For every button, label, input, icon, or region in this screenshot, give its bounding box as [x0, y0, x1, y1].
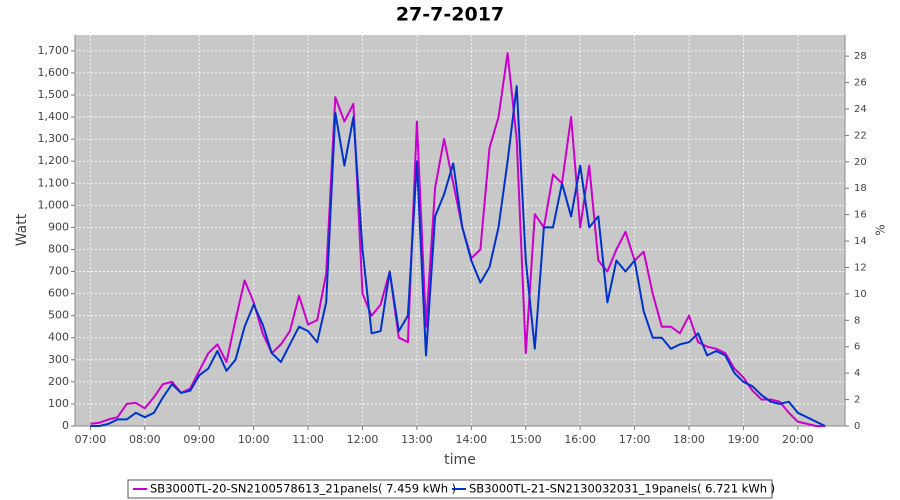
series-line: [90, 85, 826, 427]
x-tick-label: 20:00: [782, 433, 814, 446]
x-tick-label: 15:00: [510, 433, 542, 446]
y2-tick-label: 8: [854, 315, 860, 326]
x-tick-label: 16:00: [564, 433, 596, 446]
legend: [127, 479, 773, 499]
x-tick-label: 18:00: [673, 433, 705, 446]
y2-tick-label: 0: [854, 421, 860, 432]
legend-label: SB3000TL-20-SN2100578613_21panels( 7.459…: [150, 482, 456, 496]
x-tick-label: 13:00: [401, 433, 433, 446]
y-tick-label: 300: [48, 353, 69, 366]
y2-tick-label: 14: [854, 236, 867, 247]
x-tick-label: 12:00: [347, 433, 379, 446]
y2-tick-label: 24: [854, 104, 867, 115]
y-tick-label: 1,100: [38, 176, 70, 189]
x-tick-label: 09:00: [183, 433, 215, 446]
y-tick-label: 500: [48, 309, 69, 322]
x-tick-label: 08:00: [129, 433, 161, 446]
y2-tick-label: 16: [854, 210, 867, 221]
y2-axis-label: %: [874, 224, 888, 235]
y-axis-label: Watt: [14, 213, 30, 246]
y2-tick-label: 28: [854, 51, 867, 62]
y2-tick-label: 2: [854, 395, 860, 406]
y2-tick-label: 4: [854, 368, 860, 379]
y-tick-label: 1,200: [38, 154, 70, 167]
y-tick-label: 400: [48, 331, 69, 344]
y2-tick-label: 18: [854, 183, 867, 194]
x-tick-label: 17:00: [619, 433, 651, 446]
x-tick-label: 11:00: [292, 433, 324, 446]
x-tick-label: 10:00: [238, 433, 270, 446]
y-tick-label: 700: [48, 265, 69, 278]
x-tick-label: 07:00: [75, 433, 107, 446]
chart-title: 27-7-2017: [396, 4, 504, 26]
y2-tick-label: 10: [854, 289, 867, 300]
x-axis-label: time: [444, 452, 476, 468]
y2-tick-label: 22: [854, 130, 867, 141]
y-tick-label: 900: [48, 220, 69, 233]
y-tick-label: 0: [62, 419, 69, 432]
legend-label: SB3000TL-21-SN2130032031_19panels( 6.721…: [469, 482, 775, 496]
y-tick-label: 800: [48, 242, 69, 255]
y-tick-label: 100: [48, 397, 69, 410]
y-tick-label: 1,600: [38, 66, 70, 79]
plot-area: [75, 35, 845, 426]
x-tick-label: 14:00: [455, 433, 487, 446]
y-tick-label: 200: [48, 375, 69, 388]
y-tick-label: 1,400: [38, 110, 70, 123]
y-tick-label: 1,500: [38, 88, 70, 101]
y2-tick-label: 26: [854, 78, 867, 89]
y2-tick-label: 20: [854, 157, 867, 168]
y-tick-label: 1,300: [38, 132, 70, 145]
y2-tick-label: 12: [854, 262, 867, 273]
y-tick-label: 1,000: [38, 198, 70, 211]
x-tick-label: 19:00: [728, 433, 760, 446]
y-tick-label: 1,700: [38, 44, 70, 57]
y-tick-label: 600: [48, 287, 69, 300]
y2-tick-label: 6: [854, 342, 860, 353]
